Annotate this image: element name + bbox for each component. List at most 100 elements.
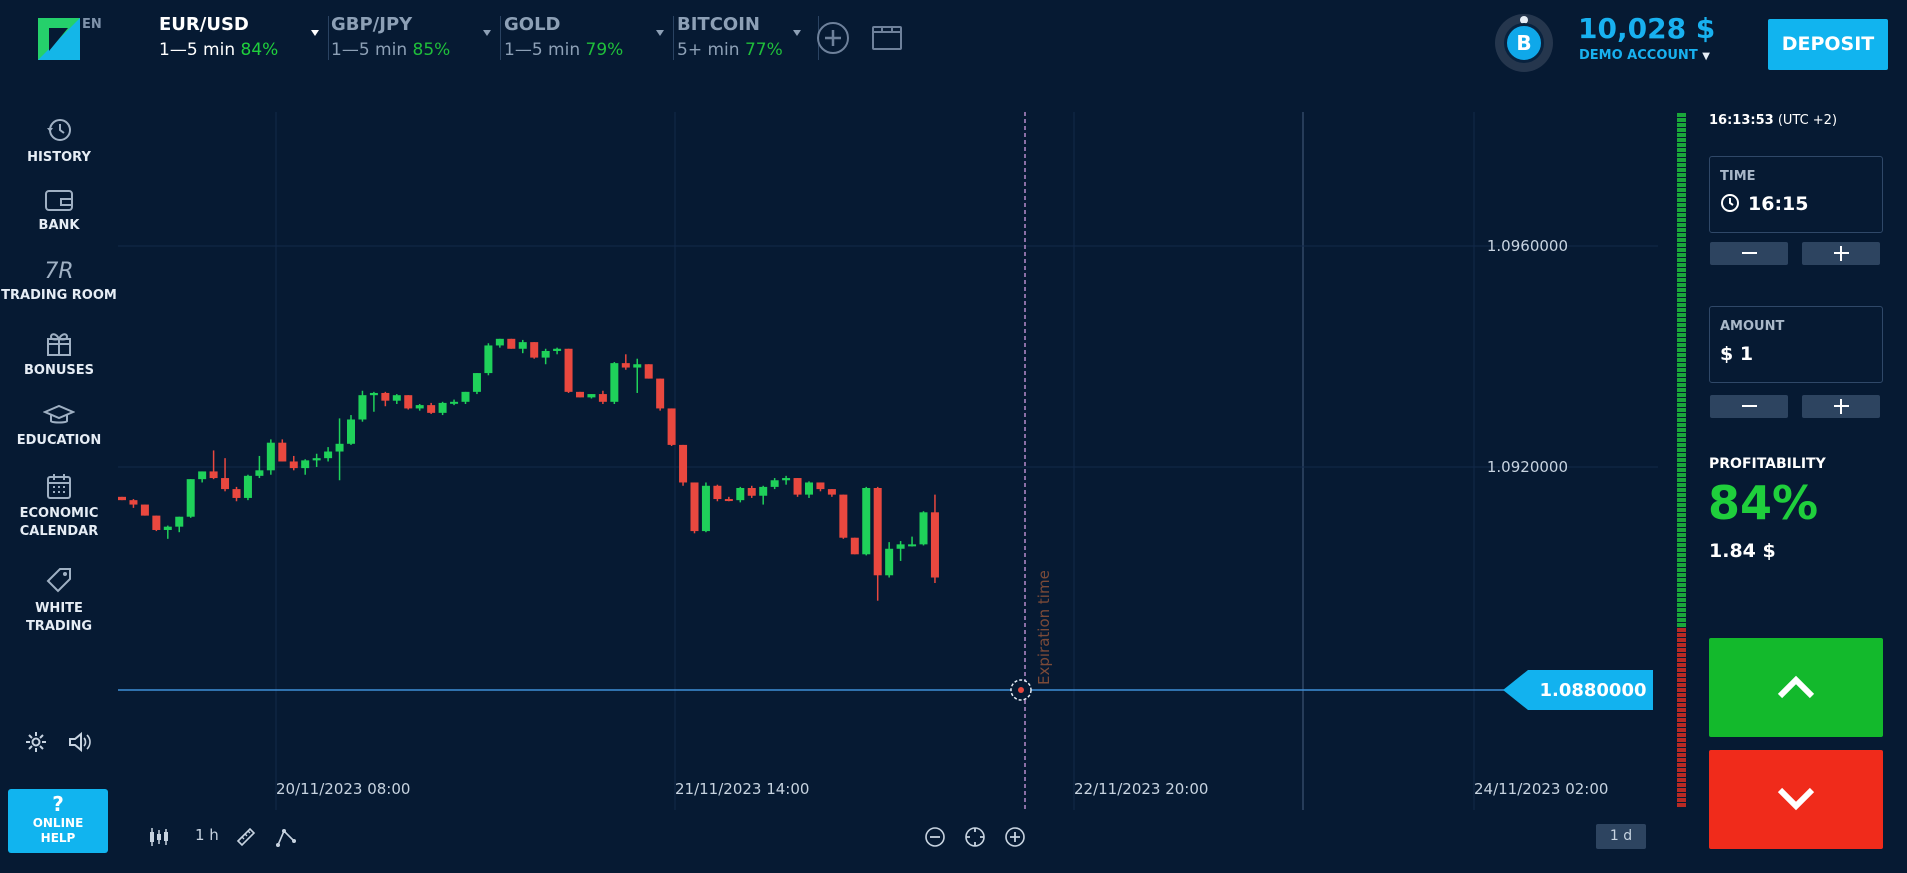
candle [518, 342, 527, 349]
price-tag-shape [1503, 670, 1653, 710]
logo-icon[interactable] [38, 18, 80, 60]
wallet-icon [45, 190, 73, 211]
sentiment-segment [1677, 118, 1686, 122]
drawing-tool-icon[interactable] [275, 826, 297, 848]
status-dot [1520, 16, 1528, 24]
candle [553, 348, 562, 351]
candles-type-icon[interactable] [148, 826, 170, 848]
sentiment-segment [1677, 378, 1686, 382]
sentiment-segment [1677, 803, 1686, 807]
y-tick-label: 1.0960000 [1487, 237, 1568, 255]
amount-increase-button[interactable] [1802, 395, 1880, 418]
account-selector[interactable]: DEMO ACCOUNT ▼ [1579, 48, 1710, 63]
sidebar-item-label: BONUSES [23, 363, 94, 378]
sentiment-segment [1677, 408, 1686, 412]
sentiment-segment [1677, 208, 1686, 212]
sentiment-segment [1677, 333, 1686, 337]
chevron-down-icon[interactable] [793, 30, 801, 36]
sidebar-item-label: WHITE TRADING [25, 601, 93, 634]
sentiment-segment [1677, 168, 1686, 172]
candle [850, 537, 859, 555]
amount-field[interactable]: AMOUNT $ 1 [1709, 306, 1883, 383]
sentiment-segment [1677, 488, 1686, 492]
sentiment-segment [1677, 538, 1686, 542]
sentiment-segment [1677, 138, 1686, 142]
sidebar-item-bank[interactable]: BANK [0, 188, 118, 235]
calendar-icon [47, 474, 71, 499]
ruler-icon[interactable] [235, 826, 257, 848]
zoom-in-icon[interactable] [1004, 826, 1026, 848]
sentiment-segment [1677, 693, 1686, 697]
candle [644, 364, 653, 379]
chevron-up-icon [1777, 675, 1815, 699]
chevron-down-icon[interactable] [656, 30, 664, 36]
sentiment-segment [1677, 293, 1686, 297]
sentiment-segment [1677, 223, 1686, 227]
candle [392, 395, 401, 401]
sentiment-segment [1677, 483, 1686, 487]
candle [243, 475, 252, 498]
sidebar-item-education[interactable]: EDUCATION [0, 403, 118, 450]
clock-icon [1721, 194, 1739, 212]
sentiment-segment [1677, 418, 1686, 422]
sentiment-segment [1677, 508, 1686, 512]
candle [140, 504, 149, 516]
deposit-button[interactable]: DEPOSIT [1768, 19, 1888, 70]
sentiment-segment [1677, 388, 1686, 392]
time-increase-button[interactable] [1802, 242, 1880, 265]
zoom-out-icon[interactable] [924, 826, 946, 848]
layout-button[interactable] [872, 26, 902, 50]
call-up-button[interactable] [1709, 638, 1883, 737]
asset-tab-eurusd[interactable]: EUR/USD 1—5 min 84% [159, 14, 329, 64]
fit-view-icon[interactable] [964, 826, 986, 848]
sidebar-item-bonuses[interactable]: BONUSES [0, 329, 118, 380]
sentiment-segment [1677, 438, 1686, 442]
plus-icon [825, 30, 841, 46]
sentiment-segment [1677, 228, 1686, 232]
asset-tab-bitcoin[interactable]: BITCOIN 5+ min 77% [677, 14, 819, 64]
time-field[interactable]: TIME 16:15 [1709, 156, 1883, 233]
time-decrease-button[interactable] [1710, 242, 1788, 265]
candle [484, 345, 493, 374]
avatar[interactable]: B [1495, 14, 1553, 72]
sentiment-segment [1677, 238, 1686, 242]
candle [381, 392, 390, 401]
candle [701, 485, 710, 532]
candle [827, 489, 836, 495]
timeframe-selector[interactable]: 1 h [195, 826, 219, 844]
candle [885, 548, 894, 576]
sentiment-segment [1677, 318, 1686, 322]
chevron-down-icon[interactable] [311, 30, 319, 36]
asset-tab-gbpjpy[interactable]: GBP/JPY 1—5 min 85% [331, 14, 501, 64]
sentiment-segment [1677, 453, 1686, 457]
chevron-down-icon[interactable] [483, 30, 491, 36]
sentiment-segment [1677, 623, 1686, 627]
price-chart[interactable]: 1.0960000 1.0920000 20/11/2023 08:00 21/… [118, 100, 1678, 830]
asset-tab-gold[interactable]: GOLD 1—5 min 79% [504, 14, 674, 64]
candle [335, 443, 344, 452]
x-tick-label: 22/11/2023 20:00 [1074, 780, 1208, 798]
sidebar-item-history[interactable]: HISTORY [0, 116, 118, 167]
sentiment-segment [1677, 263, 1686, 267]
sentiment-segment [1677, 613, 1686, 617]
sentiment-segment [1677, 673, 1686, 677]
online-help-button[interactable]: ? ONLINE HELP [8, 789, 108, 853]
sentiment-segment [1677, 288, 1686, 292]
sentiment-segment [1677, 338, 1686, 342]
sentiment-segment [1677, 178, 1686, 182]
gear-icon[interactable] [25, 731, 47, 753]
sidebar-item-white-trading[interactable]: WHITE TRADING [0, 565, 118, 636]
put-down-button[interactable] [1709, 750, 1883, 849]
language-selector[interactable]: EN [82, 17, 102, 32]
add-asset-button[interactable] [817, 22, 849, 54]
speaker-icon[interactable] [68, 731, 92, 753]
sidebar-item-trading-room[interactable]: 7R TRADING ROOM [0, 258, 118, 305]
sidebar-item-economic-calendar[interactable]: ECONOMIC CALENDAR [0, 472, 118, 541]
sentiment-segment [1677, 628, 1686, 632]
asset-meta: 1—5 min 79% [504, 40, 624, 60]
sentiment-segment [1677, 458, 1686, 462]
range-button[interactable]: 1 d [1596, 824, 1646, 849]
sentiment-segment [1677, 403, 1686, 407]
amount-decrease-button[interactable] [1710, 395, 1788, 418]
candle [541, 350, 550, 358]
